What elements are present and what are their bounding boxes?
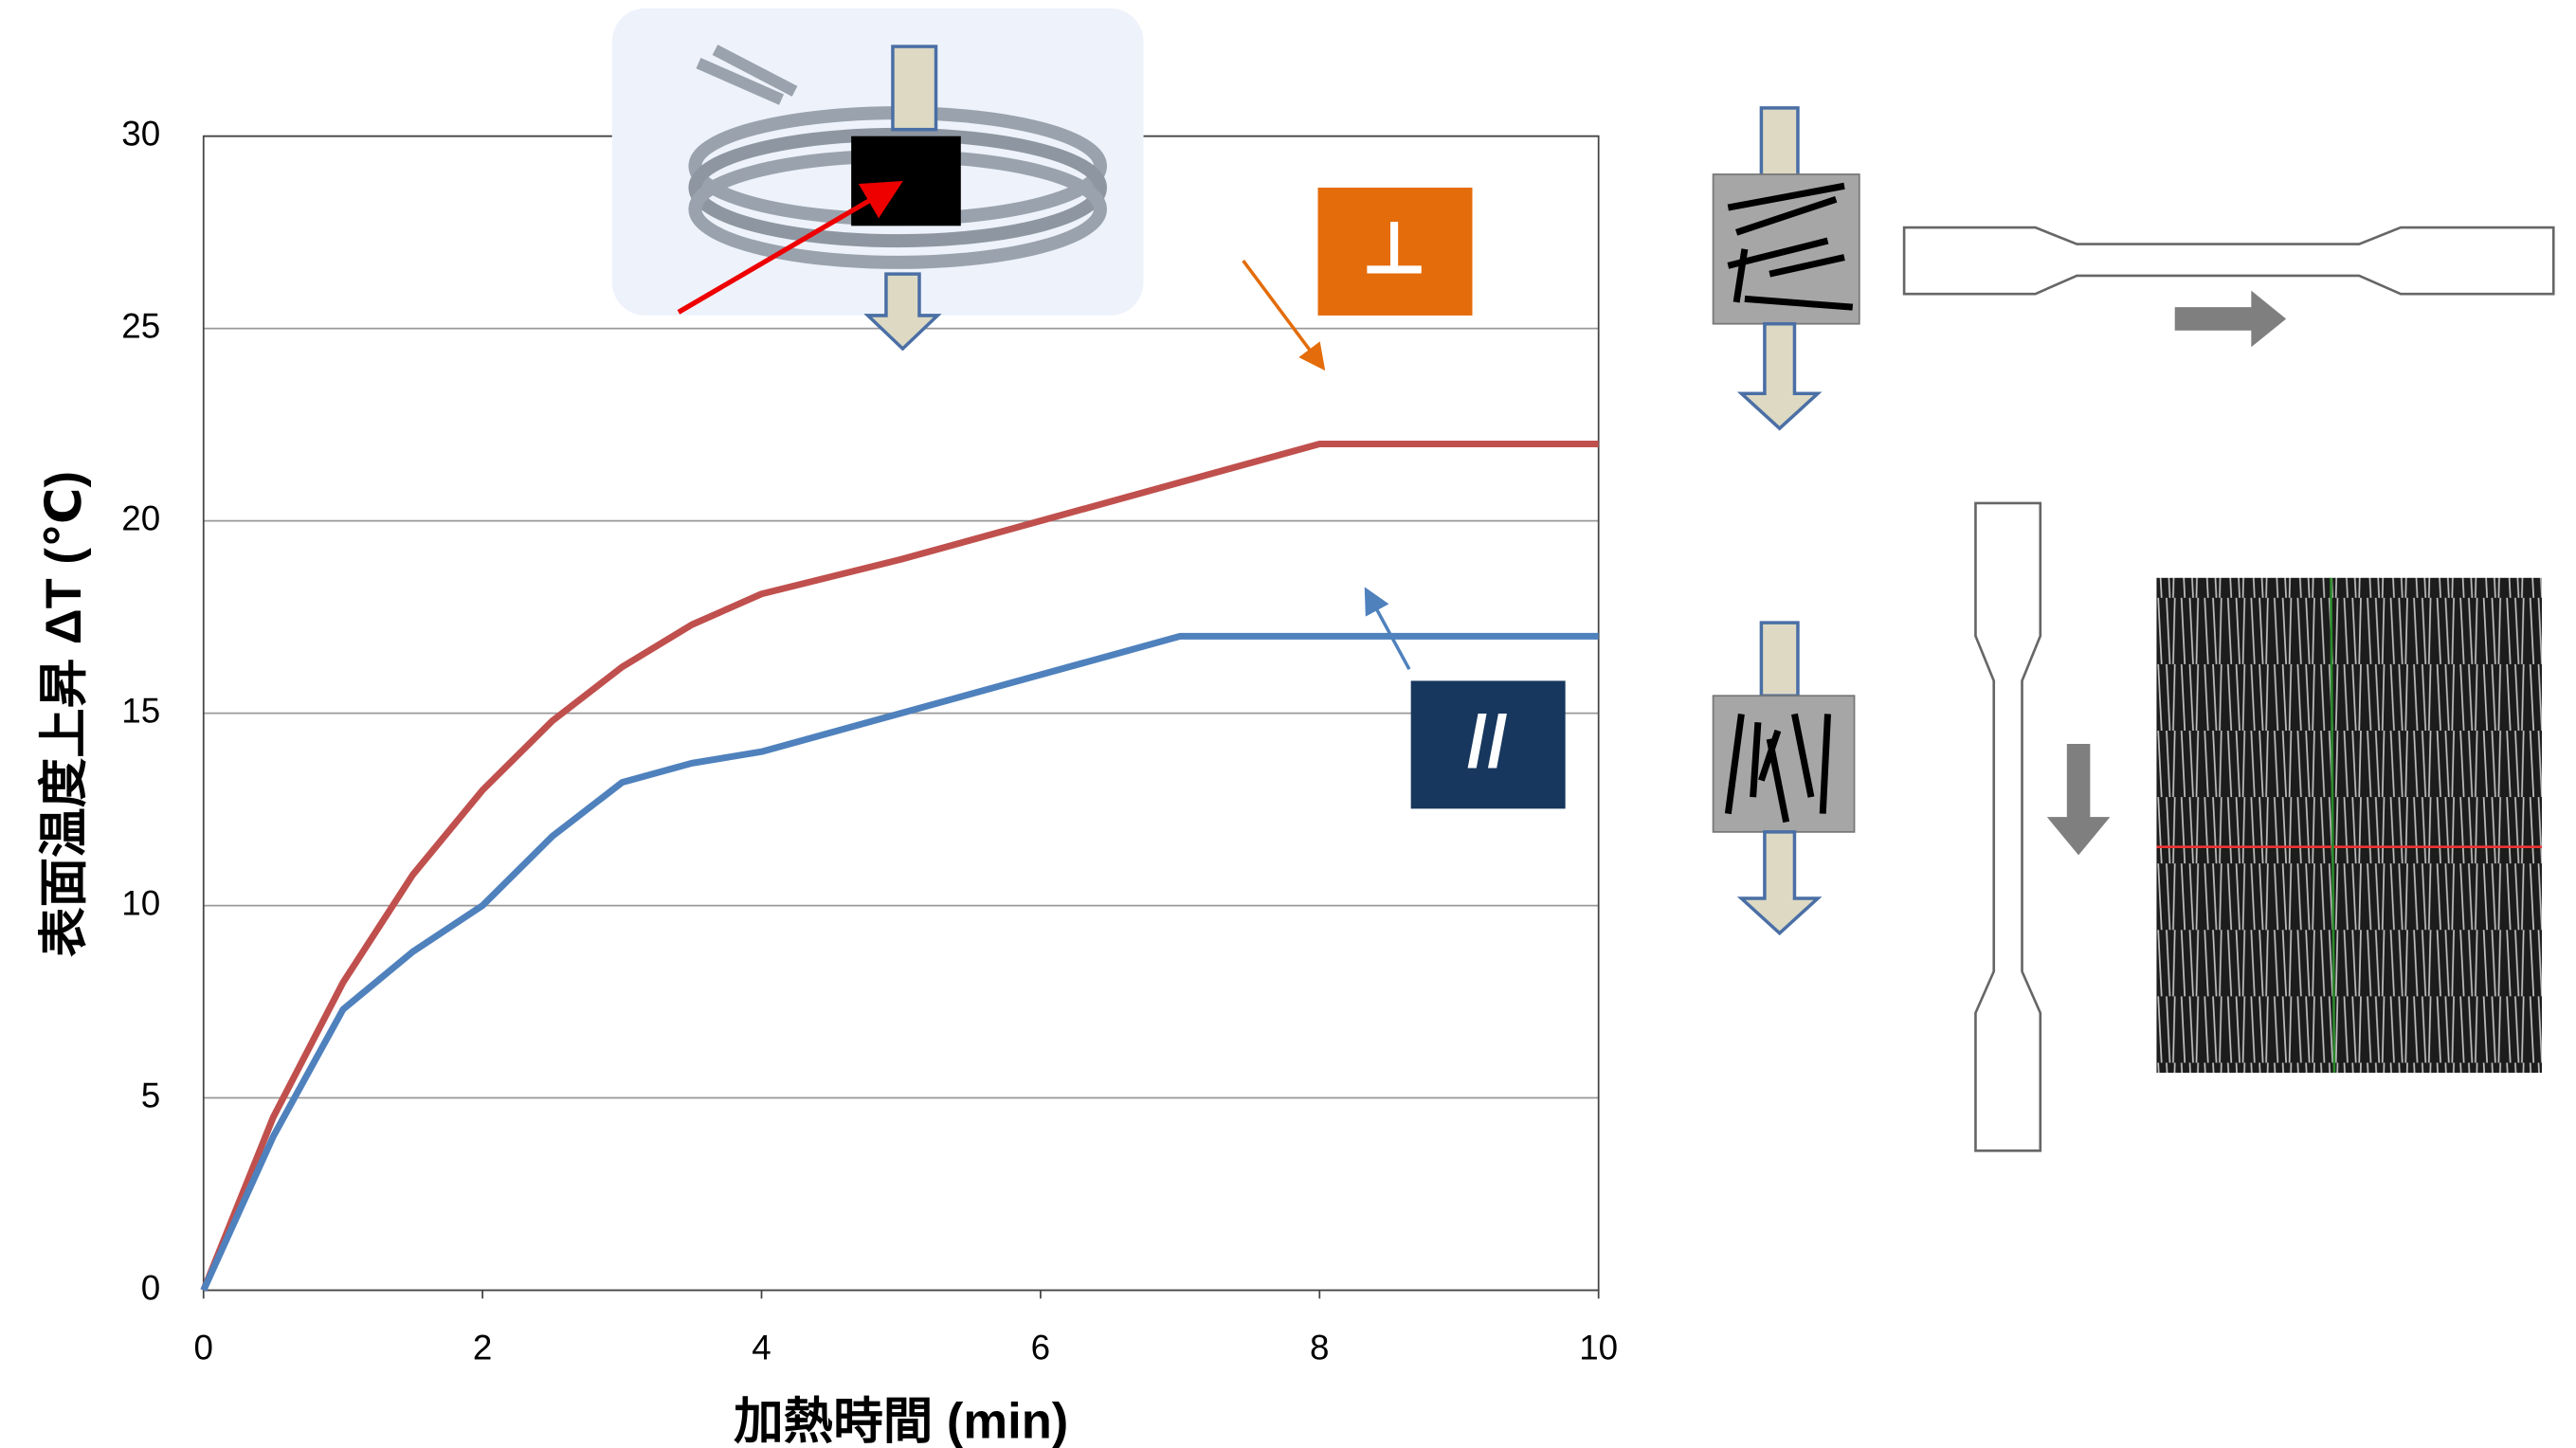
annotation-arrow bbox=[1368, 593, 1409, 670]
x-tick-label: 4 bbox=[752, 1328, 771, 1367]
y-tick-label: 5 bbox=[141, 1076, 160, 1114]
x-tick-label: 8 bbox=[1310, 1328, 1329, 1367]
x-tick-label: 10 bbox=[1579, 1328, 1618, 1367]
series-line bbox=[204, 443, 1599, 1290]
y-tick-label: 25 bbox=[121, 306, 160, 345]
y-tick-label: 0 bbox=[141, 1268, 160, 1307]
series-line bbox=[204, 636, 1599, 1290]
y-tick-label: 30 bbox=[121, 114, 160, 153]
x-tick-label: 6 bbox=[1031, 1328, 1050, 1367]
schematic bbox=[1714, 108, 2554, 1150]
x-tick-label: 0 bbox=[194, 1328, 213, 1367]
x-tick-label: 2 bbox=[473, 1328, 492, 1367]
coil-illustration bbox=[612, 9, 1144, 349]
annotation-arrow bbox=[1243, 261, 1321, 365]
y-tick-label: 20 bbox=[121, 498, 160, 537]
y-tick-label: 10 bbox=[121, 883, 160, 922]
series-label: // bbox=[1467, 701, 1508, 783]
series-label: ⊥ bbox=[1361, 208, 1427, 289]
x-axis-label: 加熱時間 (min) bbox=[734, 1393, 1068, 1448]
y-axis-label: 表面温度上昇 ΔT (℃) bbox=[36, 471, 92, 957]
y-tick-label: 15 bbox=[121, 691, 160, 730]
chart: 0 5 10 15 20 25 30 0 2 4 6 8 10 加熱時間 (min) 表面温度上昇 ΔT… bbox=[0, 0, 2576, 1448]
